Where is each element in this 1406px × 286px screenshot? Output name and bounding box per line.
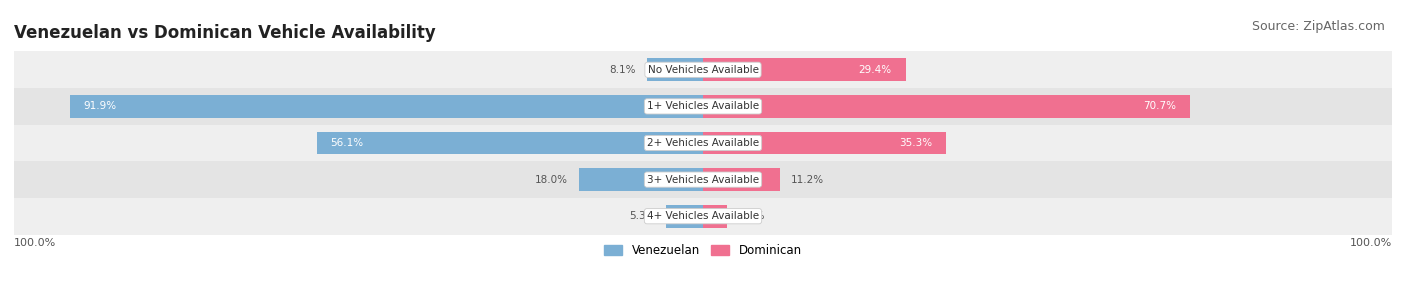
Text: 29.4%: 29.4% (859, 65, 891, 75)
Bar (647, 58, 703, 81)
Text: 100.0%: 100.0% (1350, 238, 1392, 248)
Text: 3.5%: 3.5% (738, 211, 765, 221)
Bar (579, 168, 703, 191)
Text: 5.3%: 5.3% (628, 211, 655, 221)
Bar (703, 132, 946, 154)
Text: 56.1%: 56.1% (330, 138, 363, 148)
Bar (14, 161, 1392, 198)
Legend: Venezuelan, Dominican: Venezuelan, Dominican (599, 239, 807, 262)
Text: Source: ZipAtlas.com: Source: ZipAtlas.com (1251, 20, 1385, 33)
Bar (14, 198, 1392, 235)
Text: 11.2%: 11.2% (792, 175, 824, 184)
Text: Venezuelan vs Dominican Vehicle Availability: Venezuelan vs Dominican Vehicle Availabi… (14, 23, 436, 41)
Bar (70, 95, 703, 118)
Text: 2+ Vehicles Available: 2+ Vehicles Available (647, 138, 759, 148)
Text: 3+ Vehicles Available: 3+ Vehicles Available (647, 175, 759, 184)
Bar (703, 58, 905, 81)
Text: 35.3%: 35.3% (900, 138, 932, 148)
Text: 91.9%: 91.9% (83, 102, 117, 111)
Text: 4+ Vehicles Available: 4+ Vehicles Available (647, 211, 759, 221)
Bar (14, 51, 1392, 88)
Text: No Vehicles Available: No Vehicles Available (648, 65, 758, 75)
Bar (703, 168, 780, 191)
Text: 1+ Vehicles Available: 1+ Vehicles Available (647, 102, 759, 111)
Bar (703, 205, 727, 228)
Text: 70.7%: 70.7% (1143, 102, 1177, 111)
Text: 100.0%: 100.0% (14, 238, 56, 248)
Bar (666, 205, 703, 228)
Bar (703, 95, 1189, 118)
Bar (14, 88, 1392, 125)
Text: 18.0%: 18.0% (534, 175, 568, 184)
Bar (14, 125, 1392, 161)
Bar (316, 132, 703, 154)
Text: 8.1%: 8.1% (610, 65, 636, 75)
